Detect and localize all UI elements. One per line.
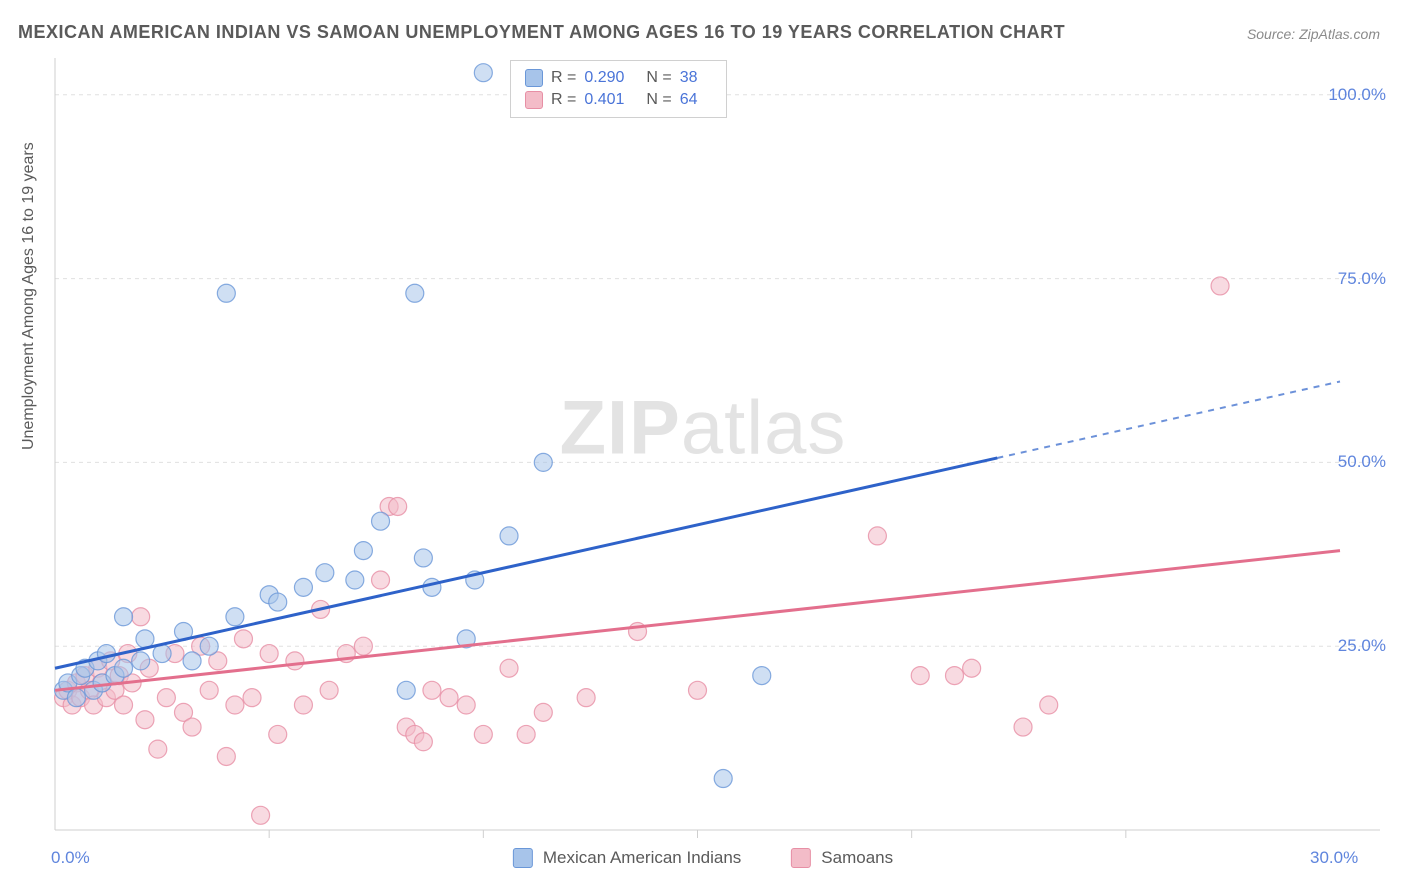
y-tick-label: 50.0% xyxy=(1338,452,1386,472)
legend-item-1: Mexican American Indians xyxy=(513,848,741,868)
scatter-plot-svg xyxy=(0,0,1406,892)
n-label: N = xyxy=(646,69,671,87)
legend-label-2: Samoans xyxy=(821,848,893,868)
stats-row-series-1: R = 0.290 N = 38 xyxy=(525,67,712,89)
y-tick-label: 100.0% xyxy=(1328,85,1386,105)
r-value-series-2: 0.401 xyxy=(584,91,624,109)
r-label: R = xyxy=(551,91,576,109)
legend-swatch-1 xyxy=(513,848,533,868)
source-attribution: Source: ZipAtlas.com xyxy=(1247,26,1380,42)
swatch-series-2 xyxy=(525,91,543,109)
n-value-series-2: 64 xyxy=(680,91,698,109)
r-value-series-1: 0.290 xyxy=(584,69,624,87)
legend-swatch-2 xyxy=(791,848,811,868)
r-label: R = xyxy=(551,69,576,87)
y-tick-label: 75.0% xyxy=(1338,269,1386,289)
correlation-chart: MEXICAN AMERICAN INDIAN VS SAMOAN UNEMPL… xyxy=(0,0,1406,892)
chart-title: MEXICAN AMERICAN INDIAN VS SAMOAN UNEMPL… xyxy=(18,22,1065,43)
y-tick-label: 25.0% xyxy=(1338,636,1386,656)
legend-item-2: Samoans xyxy=(791,848,893,868)
series-legend: Mexican American Indians Samoans xyxy=(513,848,893,868)
stats-legend-box: R = 0.290 N = 38 R = 0.401 N = 64 xyxy=(510,60,727,118)
n-label: N = xyxy=(646,91,671,109)
legend-label-1: Mexican American Indians xyxy=(543,848,741,868)
stats-row-series-2: R = 0.401 N = 64 xyxy=(525,89,712,111)
swatch-series-1 xyxy=(525,69,543,87)
y-axis-label: Unemployment Among Ages 16 to 19 years xyxy=(20,142,38,450)
x-tick-label: 0.0% xyxy=(51,848,90,868)
n-value-series-1: 38 xyxy=(680,69,698,87)
x-tick-label: 30.0% xyxy=(1310,848,1358,868)
